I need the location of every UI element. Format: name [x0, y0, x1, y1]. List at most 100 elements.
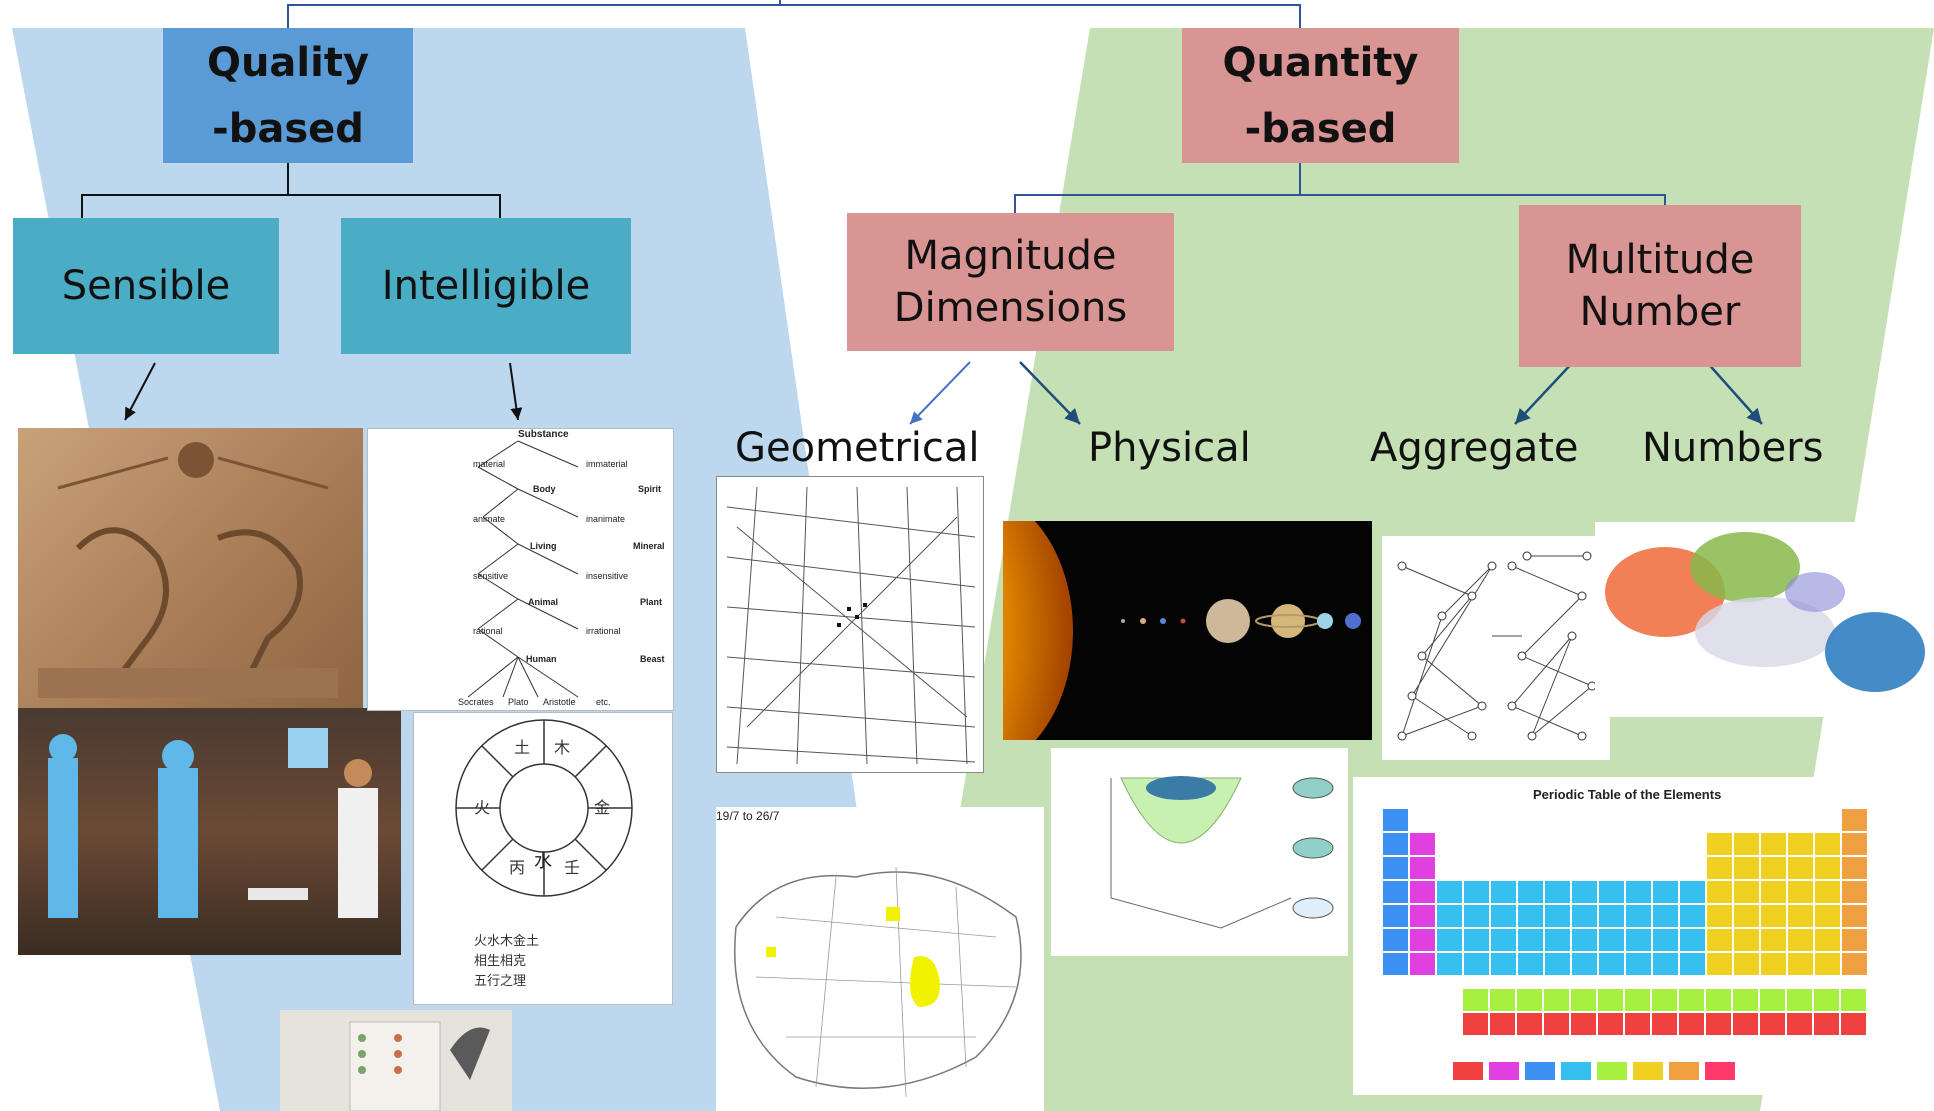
element-cell	[1626, 881, 1651, 903]
legend-swatch	[1669, 1062, 1699, 1080]
svg-text:壬: 壬	[564, 858, 580, 877]
element-cell	[1518, 929, 1543, 951]
element-cell	[1707, 833, 1732, 855]
element-cell	[1491, 929, 1516, 951]
tree-n4: Human	[526, 654, 557, 664]
legend-swatch	[1525, 1062, 1555, 1080]
element-cell	[1383, 953, 1408, 975]
element-cell	[1490, 1013, 1515, 1035]
arrow-sensible	[124, 362, 156, 421]
element-cell	[1599, 953, 1624, 975]
solar-system-image	[1003, 521, 1372, 740]
element-cell	[1545, 929, 1570, 951]
element-cell	[1544, 1013, 1569, 1035]
element-cell	[1680, 929, 1705, 951]
five-elements-wheel-image: 土 木 火 金 丙 壬 火水木金土 相生相克 五行之理 水	[413, 712, 673, 1005]
element-cell	[1653, 953, 1678, 975]
element-cell	[1788, 953, 1813, 975]
element-cell	[1680, 905, 1705, 927]
svg-text:火: 火	[474, 798, 490, 817]
element-cell	[1815, 881, 1840, 903]
element-cell	[1383, 929, 1408, 951]
porphyrian-tree-image: Substance material immaterial Body Spiri…	[367, 428, 674, 711]
element-cell	[1815, 857, 1840, 879]
element-cell	[1680, 881, 1705, 903]
element-cell	[1410, 905, 1435, 927]
magnitude-dimensions-label: Magnitude Dimensions	[893, 233, 1128, 331]
arrow-aggregate	[1514, 359, 1576, 425]
element-cell	[1545, 881, 1570, 903]
element-cell	[1517, 989, 1542, 1011]
element-cell	[1518, 953, 1543, 975]
tree-l4a: rational	[473, 626, 503, 636]
element-cell	[1599, 905, 1624, 927]
egyptian-painting-image	[18, 708, 401, 955]
element-cell	[1761, 929, 1786, 951]
element-cell	[1463, 989, 1488, 1011]
legend-swatch	[1561, 1062, 1591, 1080]
element-cell	[1383, 857, 1408, 879]
arrow-geometrical	[909, 361, 971, 425]
tree-top: Substance	[518, 429, 569, 440]
element-cell	[1760, 989, 1785, 1011]
tree-leaf-1: Socrates	[458, 697, 494, 707]
svg-text:火水木金土: 火水木金土	[474, 933, 539, 949]
element-cell	[1707, 929, 1732, 951]
intelligible-label: Intelligible	[381, 263, 591, 309]
tree-leaf-2: Plato	[508, 697, 529, 707]
element-cell	[1652, 1013, 1677, 1035]
aggregate-label: Aggregate	[1370, 425, 1579, 471]
quality-based-label: Quality -based	[206, 39, 370, 152]
element-cell	[1734, 905, 1759, 927]
element-cell	[1518, 881, 1543, 903]
element-cell	[1490, 989, 1515, 1011]
tree-s2: Mineral	[633, 541, 665, 551]
tree-n1: Body	[533, 484, 556, 494]
magnitude-dimensions-box: Magnitude Dimensions	[847, 213, 1174, 351]
element-cell	[1625, 989, 1650, 1011]
street-map-image	[716, 476, 984, 773]
element-cell	[1625, 1013, 1650, 1035]
element-cell	[1626, 953, 1651, 975]
element-cell	[1598, 989, 1623, 1011]
element-cell	[1653, 905, 1678, 927]
element-cell	[1734, 833, 1759, 855]
element-cell	[1788, 905, 1813, 927]
element-cell	[1464, 929, 1489, 951]
element-cell	[1491, 881, 1516, 903]
legend-swatch	[1705, 1062, 1735, 1080]
legend-swatch	[1489, 1062, 1519, 1080]
element-cell	[1787, 989, 1812, 1011]
london-map-caption: 19/7 to 26/7	[716, 809, 780, 823]
element-cell	[1464, 881, 1489, 903]
tree-s3: Plant	[640, 597, 663, 607]
element-cell	[1463, 1013, 1488, 1035]
element-cell	[1544, 989, 1569, 1011]
geometrical-label: Geometrical	[735, 425, 980, 471]
superconductor-plot-image	[1051, 748, 1348, 956]
element-cell	[1545, 905, 1570, 927]
element-cell	[1679, 989, 1704, 1011]
swatch-chart-image	[280, 1010, 512, 1111]
element-cell	[1464, 953, 1489, 975]
element-cell	[1383, 809, 1408, 831]
element-cell	[1437, 905, 1462, 927]
wheel-center: 水	[534, 851, 552, 872]
quantity-based-label: Quantity -based	[1222, 39, 1419, 152]
element-cell	[1626, 929, 1651, 951]
periodic-table-title: Periodic Table of the Elements	[1533, 787, 1722, 802]
element-cell	[1437, 929, 1462, 951]
element-cell	[1815, 833, 1840, 855]
periodic-table-image: Periodic Table of the Elements	[1353, 777, 1889, 1095]
element-cell	[1841, 989, 1866, 1011]
element-cell	[1733, 989, 1758, 1011]
element-cell	[1707, 881, 1732, 903]
element-cell	[1518, 905, 1543, 927]
element-cell	[1383, 905, 1408, 927]
svg-text:木: 木	[554, 738, 570, 757]
network-graph-image	[1382, 536, 1610, 760]
element-cell	[1842, 809, 1867, 831]
element-cell	[1706, 989, 1731, 1011]
element-cell	[1599, 881, 1624, 903]
element-cell	[1626, 905, 1651, 927]
